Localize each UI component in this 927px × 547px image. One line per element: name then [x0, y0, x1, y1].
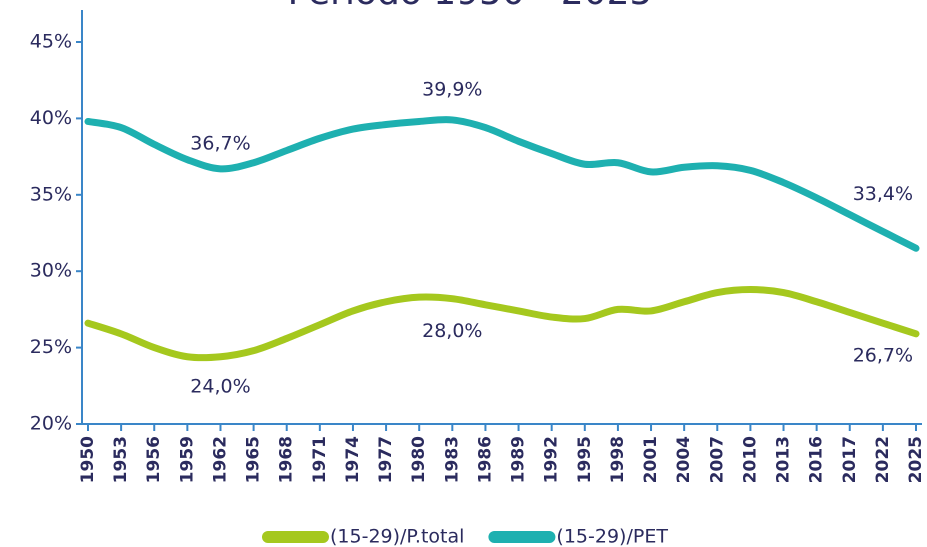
- x-tick-label: 1974: [343, 436, 363, 483]
- annotation: 26,7%: [853, 345, 913, 367]
- y-tick-label: 40%: [30, 107, 72, 129]
- x-tick-label: 1989: [509, 436, 529, 483]
- x-tick-label: 1980: [409, 436, 429, 483]
- y-tick-label: 20%: [30, 413, 72, 435]
- chart-title: Periodo 1950 - 2025: [288, 0, 653, 13]
- x-tick-label: 1953: [111, 436, 131, 483]
- x-tick-label: 1983: [442, 436, 462, 483]
- x-tick-label: 2017: [840, 436, 860, 483]
- x-tick-label: 1986: [475, 436, 495, 483]
- x-tick-label: 2013: [774, 436, 794, 483]
- y-tick-label: 35%: [30, 183, 72, 205]
- x-tick-label: 1962: [210, 436, 230, 483]
- annotation: 28,0%: [422, 320, 482, 342]
- x-tick-label: 2016: [807, 436, 827, 483]
- x-tick-label: 2025: [906, 436, 926, 483]
- y-tick-label: 30%: [30, 260, 72, 282]
- legend-label: (15-29)/P.total: [330, 526, 464, 547]
- x-tick-label: 2022: [873, 436, 893, 483]
- annotation: 24,0%: [190, 375, 250, 397]
- x-tick-label: 2001: [641, 436, 661, 483]
- x-tick-label: 2007: [707, 436, 727, 483]
- x-tick-label: 1992: [542, 436, 562, 483]
- x-tick-label: 1965: [244, 436, 264, 483]
- x-tick-label: 1971: [310, 436, 330, 483]
- series-line: [84, 286, 920, 362]
- annotation: 36,7%: [190, 132, 250, 154]
- x-tick-label: 2010: [740, 436, 760, 483]
- series-line: [84, 116, 920, 252]
- y-tick-label: 45%: [30, 31, 72, 53]
- x-tick-label: 1959: [177, 436, 197, 483]
- legend-label: (15-29)/PET: [556, 526, 668, 547]
- annotation: 33,4%: [853, 183, 913, 205]
- x-tick-label: 2004: [674, 436, 694, 483]
- x-tick-label: 1977: [376, 436, 396, 483]
- annotation: 39,9%: [422, 78, 482, 100]
- x-tick-label: 1995: [575, 436, 595, 483]
- x-tick-label: 1998: [608, 436, 628, 483]
- x-tick-label: 1968: [277, 436, 297, 483]
- x-tick-label: 1950: [78, 436, 98, 483]
- x-tick-label: 1956: [144, 436, 164, 483]
- y-tick-label: 25%: [30, 336, 72, 358]
